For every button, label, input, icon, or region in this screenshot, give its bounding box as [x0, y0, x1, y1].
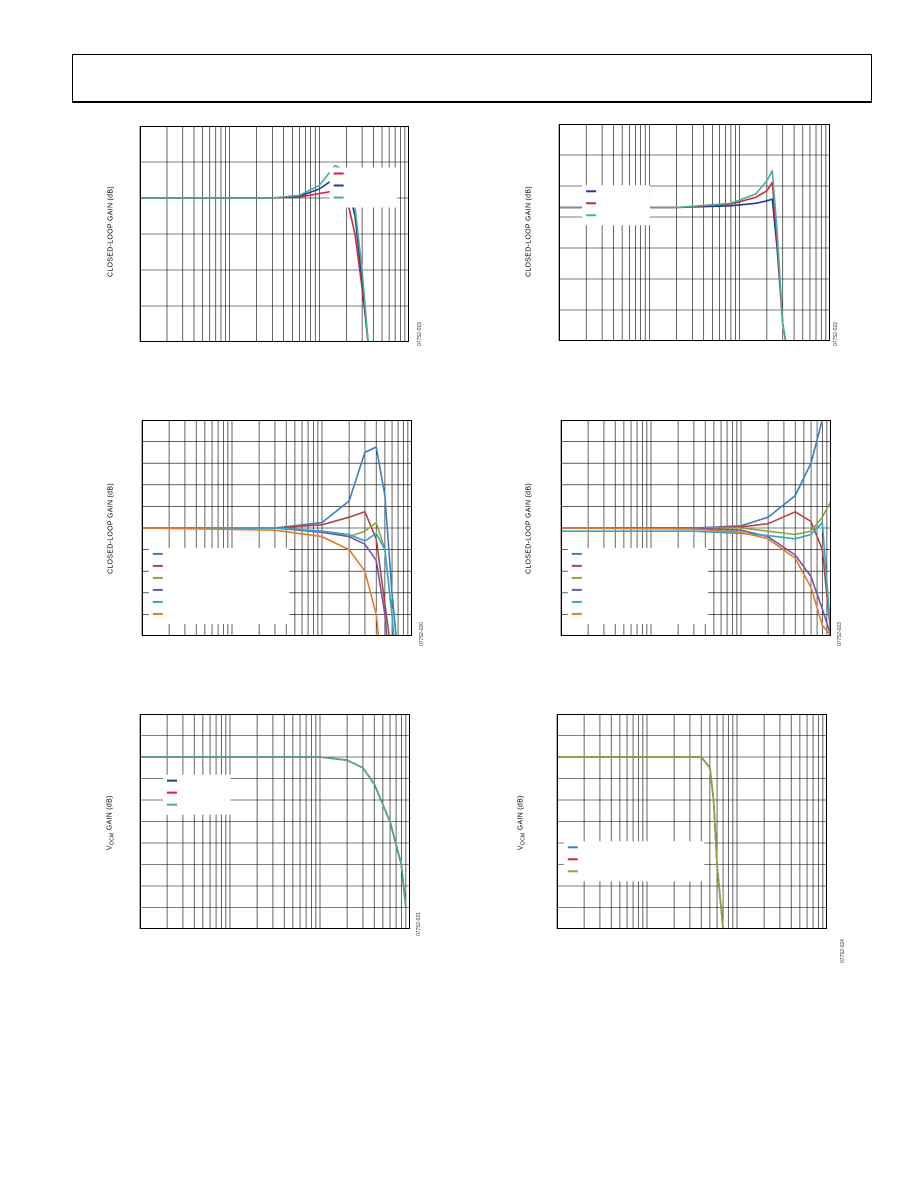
- chart-c4-series-4: [561, 521, 831, 636]
- chart-c6: [556, 714, 827, 929]
- chart-c6-series-2: [557, 756, 724, 929]
- chart-c5-figure-id: 07752-021: [416, 912, 422, 936]
- chart-c4-legend: [567, 547, 709, 624]
- chart-c2-grid: [558, 124, 830, 341]
- chart-c4-svg: [560, 420, 831, 636]
- chart-c2-ylabel: CLOSED-LOOP GAIN (dB): [525, 186, 533, 277]
- chart-c3-svg: [141, 420, 412, 636]
- chart-c3-frame: [142, 420, 412, 636]
- chart-c2-series-2: [559, 169, 787, 341]
- chart-c3-legend: [148, 547, 290, 624]
- chart-c1-legend: [329, 167, 397, 208]
- chart-c3-series-1: [142, 511, 390, 636]
- chart-c5-legend: [163, 774, 231, 815]
- chart-c1-grid: [139, 126, 409, 342]
- chart-c4: [560, 420, 831, 636]
- chart-c4-frame: [561, 420, 831, 636]
- chart-c5-ylabel: VOCM GAIN (dB): [106, 795, 116, 851]
- chart-c2-frame: [559, 124, 830, 341]
- chart-c4-series-5: [561, 527, 831, 636]
- chart-c2-svg: [558, 124, 830, 341]
- chart-c5-grid: [139, 714, 410, 929]
- chart-c3-ylabel: CLOSED-LOOP GAIN (dB): [107, 483, 115, 574]
- chart-c5-svg: [139, 714, 410, 929]
- chart-c5-series-2: [140, 756, 407, 908]
- chart-c6-grid: [556, 714, 827, 929]
- chart-c2-figure-id: 07752-022: [833, 322, 839, 346]
- chart-c6-legend-bg: [563, 841, 705, 882]
- chart-c2: [558, 124, 830, 341]
- chart-c1-ylabel: CLOSED-LOOP GAIN (dB): [107, 186, 115, 277]
- chart-c5: [139, 714, 410, 929]
- chart-c4-figure-id: 07752-023: [837, 622, 843, 646]
- chart-c6-figure-id: 07752-024: [840, 939, 846, 963]
- chart-c3: [141, 420, 412, 636]
- chart-c6-legend: [563, 841, 705, 882]
- chart-c3-legend-bg: [148, 547, 290, 624]
- page-header-box: [72, 54, 872, 103]
- chart-c3-figure-id: 07752-020: [419, 622, 425, 646]
- chart-c3-series-4: [142, 527, 395, 636]
- chart-c5-frame: [140, 714, 410, 929]
- chart-c1-svg: [139, 126, 409, 342]
- chart-c2-legend: [582, 185, 650, 226]
- chart-c6-ylabel: VOCM GAIN (dB): [517, 795, 527, 851]
- chart-c1: [139, 126, 409, 342]
- chart-c6-frame: [557, 714, 827, 929]
- chart-c1-frame: [140, 126, 409, 342]
- chart-c4-legend-bg: [567, 547, 709, 624]
- chart-c4-ylabel: CLOSED-LOOP GAIN (dB): [525, 483, 533, 574]
- chart-c3-series-5: [142, 527, 380, 636]
- chart-c1-figure-id: 07752-019: [417, 322, 423, 346]
- chart-c4-series-3: [561, 527, 831, 636]
- chart-c6-svg: [556, 714, 827, 929]
